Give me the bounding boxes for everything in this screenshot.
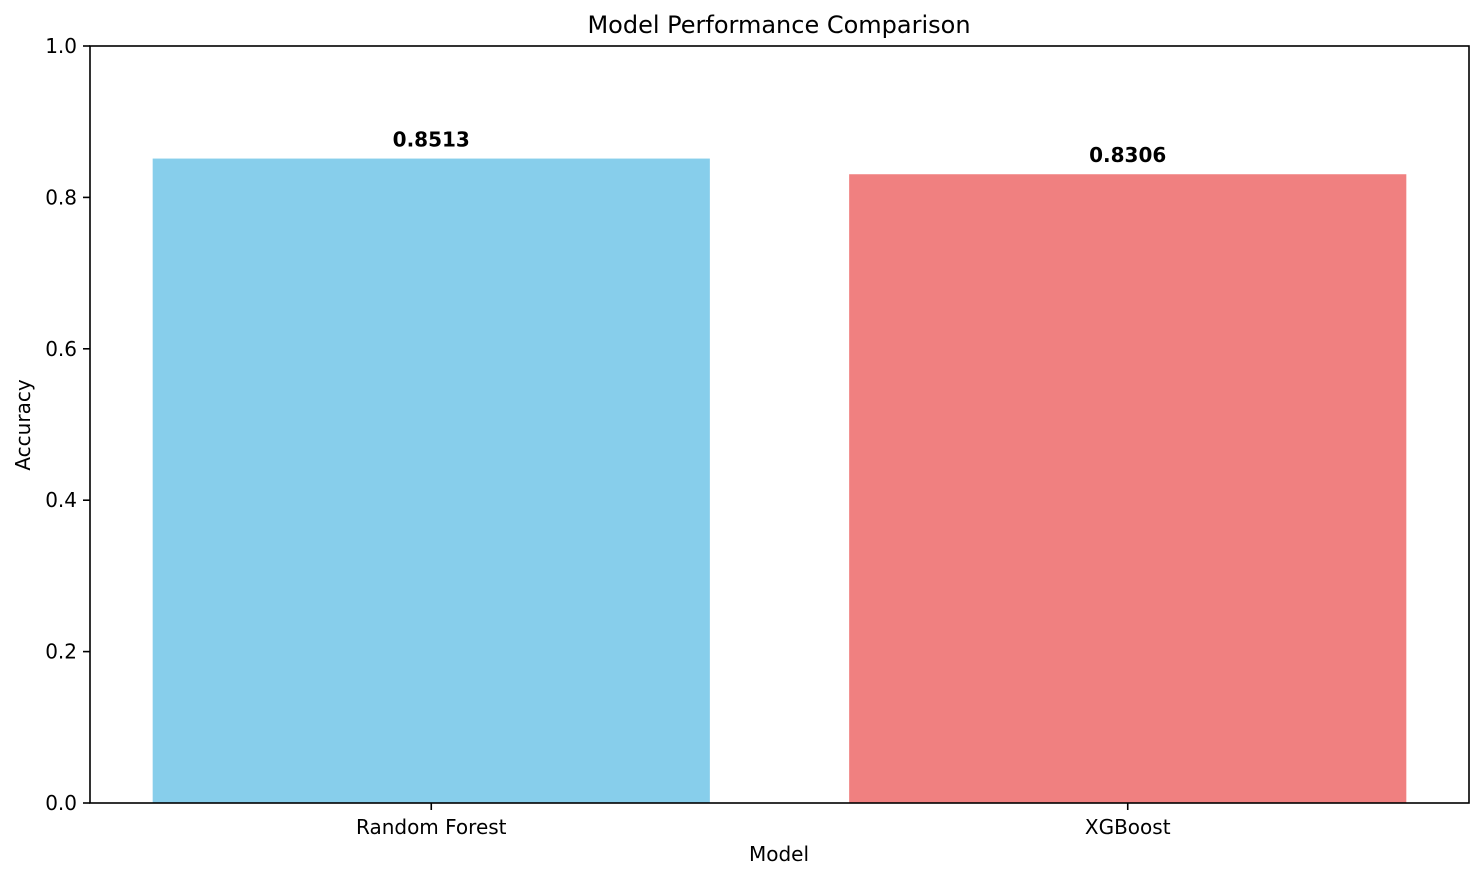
bars-layer (152, 158, 1407, 804)
y-tick-label: 0.8 (45, 185, 77, 209)
y-tick-label: 0.4 (45, 488, 77, 512)
data-labels-layer: 0.8513 0.8306 (393, 128, 1167, 168)
plot-frame (89, 45, 1470, 804)
y-tick-label: 0.2 (45, 640, 77, 664)
chart-title: Model Performance Comparison (587, 11, 970, 39)
y-axis: 0.0 0.2 0.4 0.6 0.8 1.0 (45, 34, 90, 815)
bar-xgboost (849, 174, 1407, 804)
data-label-xgboost: 0.8306 (1089, 143, 1166, 167)
x-tick-label: XGBoost (1085, 815, 1171, 839)
x-axis-title: Model (749, 842, 809, 866)
x-axis: Random Forest XGBoost (356, 803, 1171, 839)
y-tick-label: 1.0 (45, 34, 77, 58)
bar-random-forest (152, 158, 710, 803)
y-axis-title: Accuracy (11, 379, 35, 470)
data-label-random-forest: 0.8513 (393, 128, 470, 152)
y-tick-label: 0.0 (45, 791, 77, 815)
y-tick-label: 0.6 (45, 337, 77, 361)
x-tick-label: Random Forest (356, 815, 507, 839)
